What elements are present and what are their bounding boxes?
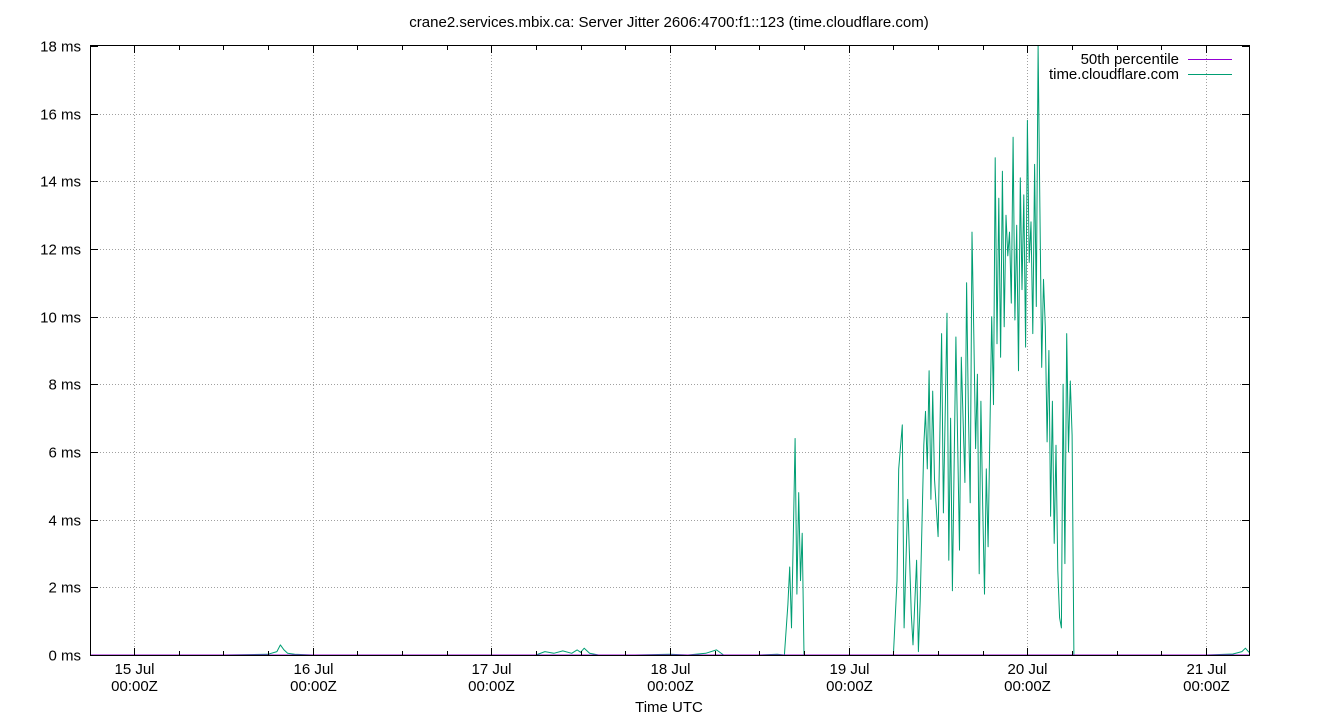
x-tick-label-date: 21 Jul (1186, 661, 1226, 678)
x-tick-label-time: 00:00Z (111, 678, 158, 695)
y-axis-ticks: 0 ms 2 ms 4 ms 6 ms 8 ms 10 ms 12 ms 14 ms 16 ms… (40, 39, 1249, 665)
chart-title: crane2.services.mbix.ca: Server Jitter 2… (409, 14, 928, 31)
x-axis-label: Time UTC (635, 699, 703, 716)
x-tick-label-time: 00:00Z (1183, 678, 1230, 695)
x-tick-label-date: 18 Jul (650, 661, 690, 678)
x-tick-label-time: 00:00Z (826, 678, 873, 695)
series-line-1 (91, 45, 1250, 656)
x-tick-label-date: 20 Jul (1007, 661, 1047, 678)
legend-label: 50th percentile (1081, 51, 1179, 68)
series-lines (91, 45, 1250, 656)
x-tick-label-date: 15 Jul (114, 661, 154, 678)
y-tick-label: 8 ms (48, 377, 81, 394)
x-tick-label-time: 00:00Z (1004, 678, 1051, 695)
x-tick-label-time: 00:00Z (647, 678, 694, 695)
y-tick-label: 2 ms (48, 580, 81, 597)
x-tick-label-date: 19 Jul (829, 661, 869, 678)
x-tick-label-date: 17 Jul (471, 661, 511, 678)
y-tick-label: 18 ms (40, 39, 81, 56)
y-tick-label: 4 ms (48, 513, 81, 530)
x-tick-label-time: 00:00Z (468, 678, 515, 695)
plot-frame (90, 45, 1250, 656)
x-tick-label-date: 16 Jul (293, 661, 333, 678)
y-tick-label: 0 ms (48, 648, 81, 665)
y-tick-label: 10 ms (40, 310, 81, 327)
y-tick-label: 14 ms (40, 174, 81, 191)
grid-lines (91, 46, 1249, 655)
y-tick-label: 6 ms (48, 445, 81, 462)
x-tick-label-time: 00:00Z (290, 678, 337, 695)
y-tick-label: 12 ms (40, 242, 81, 259)
y-tick-label: 16 ms (40, 107, 81, 124)
legend-label: time.cloudflare.com (1049, 66, 1179, 83)
